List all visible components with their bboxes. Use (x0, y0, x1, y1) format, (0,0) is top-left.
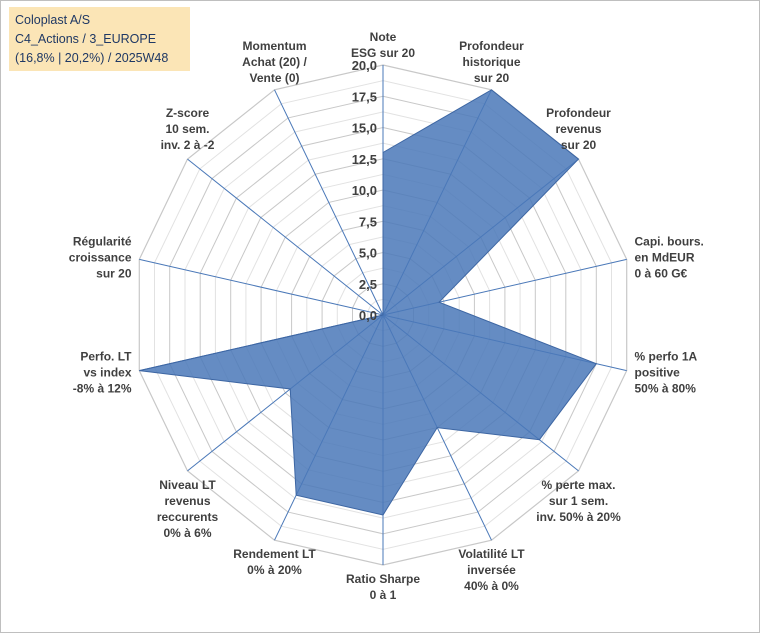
axis-label: Ratio Sharpe 0 à 1 (346, 572, 420, 602)
tick-label: 12,5 (352, 152, 377, 167)
chart-title-box: Coloplast A/S C4_Actions / 3_EUROPE (16,… (9, 7, 190, 71)
axis-label-line: sur 20 (474, 71, 510, 85)
axis-label-line: Niveau LT (159, 478, 216, 492)
axis-label-line: reccurents (157, 510, 219, 524)
axis-label-line: Achat (20) / (242, 55, 307, 69)
axis-label-line: 0% à 6% (163, 526, 211, 540)
axis-label: Profondeur historique sur 20 (459, 39, 524, 85)
axis-label-line: % perte max. (541, 478, 615, 492)
axis-label-line: en MdEUR (635, 251, 695, 265)
axis-label-line: vs index (83, 365, 131, 379)
axis-label: Volatilité LT inversée 40% à 0% (458, 547, 525, 593)
tick-label: 20,0 (352, 58, 377, 73)
company-name: Coloplast A/S (15, 13, 91, 27)
tick-label: 0,0 (359, 308, 377, 323)
axis-label-line: inversée (467, 563, 516, 577)
axis-label: % perfo 1A positive 50% à 80% (635, 349, 698, 395)
portfolio-category: C4_Actions / 3_EUROPE (15, 32, 157, 46)
axis-label: Z-score 10 sem. inv. 2 à -2 (161, 106, 215, 152)
axis-label: Régularité croissance sur 20 (69, 235, 132, 281)
axis-label-line: inv. 2 à -2 (161, 138, 215, 152)
axis-label-line: sur 20 (96, 267, 132, 281)
axis-spoke (187, 158, 384, 316)
axis-label-line: 0% à 20% (247, 563, 302, 577)
axis-label-line: Volatilité LT (458, 547, 525, 561)
axis-label-line: % perfo 1A (635, 349, 698, 363)
axis-label-line: Vente (0) (249, 71, 299, 85)
axis-label-line: Rendement LT (233, 547, 316, 561)
radar-axis-labels: Note ESG sur 20 Profondeur historique sur 20… (69, 30, 704, 602)
axis-label: Momentum Achat (20) / Vente (0) (242, 39, 307, 85)
axis-label-line: inv. 50% à 20% (536, 510, 621, 524)
radar-series (139, 89, 598, 516)
axis-label-line: Momentum (243, 39, 307, 53)
tick-label: 2,5 (359, 277, 377, 292)
axis-label-line: Capi. bours. (635, 235, 704, 249)
axis-label-line: Z-score (166, 106, 210, 120)
tick-label: 7,5 (359, 214, 377, 229)
axis-label-line: ESG sur 20 (351, 46, 415, 60)
axis-label: Note ESG sur 20 (351, 30, 415, 60)
axis-spoke (139, 258, 384, 316)
tick-label: 10,0 (352, 183, 377, 198)
axis-label-line: 0 à 1 (370, 588, 397, 602)
axis-label-line: positive (635, 365, 681, 379)
series-area (139, 89, 598, 516)
axis-label-line: historique (462, 55, 520, 69)
period-performance: (16,8% | 20,2%) / 2025W48 (15, 51, 169, 65)
axis-label-line: 0 à 60 G€ (635, 267, 688, 281)
tick-label: 15,0 (352, 121, 377, 136)
axis-label-line: revenus (164, 494, 210, 508)
axis-label-line: Profondeur (459, 39, 524, 53)
axis-label-line: Ratio Sharpe (346, 572, 420, 586)
axis-label-line: sur 1 sem. (549, 494, 608, 508)
axis-label: Perfo. LT vs index -8% à 12% (73, 349, 132, 395)
axis-label-line: 50% à 80% (635, 381, 697, 395)
tick-label: 5,0 (359, 246, 377, 261)
axis-label-line: Régularité (73, 235, 132, 249)
axis-spoke (274, 89, 384, 316)
axis-label: Niveau LT revenus reccurents 0% à 6% (157, 478, 219, 540)
axis-label: % perte max. sur 1 sem. inv. 50% à 20% (536, 478, 621, 524)
axis-label-line: revenus (555, 122, 601, 136)
axis-label-line: -8% à 12% (73, 381, 132, 395)
axis-label: Capi. bours. en MdEUR 0 à 60 G€ (635, 235, 704, 281)
axis-label-line: croissance (69, 251, 132, 265)
axis-label-line: Profondeur (546, 106, 611, 120)
axis-label-line: Perfo. LT (80, 349, 132, 363)
axis-label-line: Note (370, 30, 397, 44)
radar-tick-labels: 0,0 2,5 5,0 7,5 10,0 12,5 15,0 17,5 20,0 (352, 58, 377, 323)
axis-label-line: 40% à 0% (464, 579, 519, 593)
axis-label: Profondeur revenus sur 20 (546, 106, 611, 152)
axis-label-line: sur 20 (561, 138, 597, 152)
axis-label-line: 10 sem. (165, 122, 209, 136)
tick-label: 17,5 (352, 89, 377, 104)
axis-label: Rendement LT 0% à 20% (233, 547, 316, 577)
